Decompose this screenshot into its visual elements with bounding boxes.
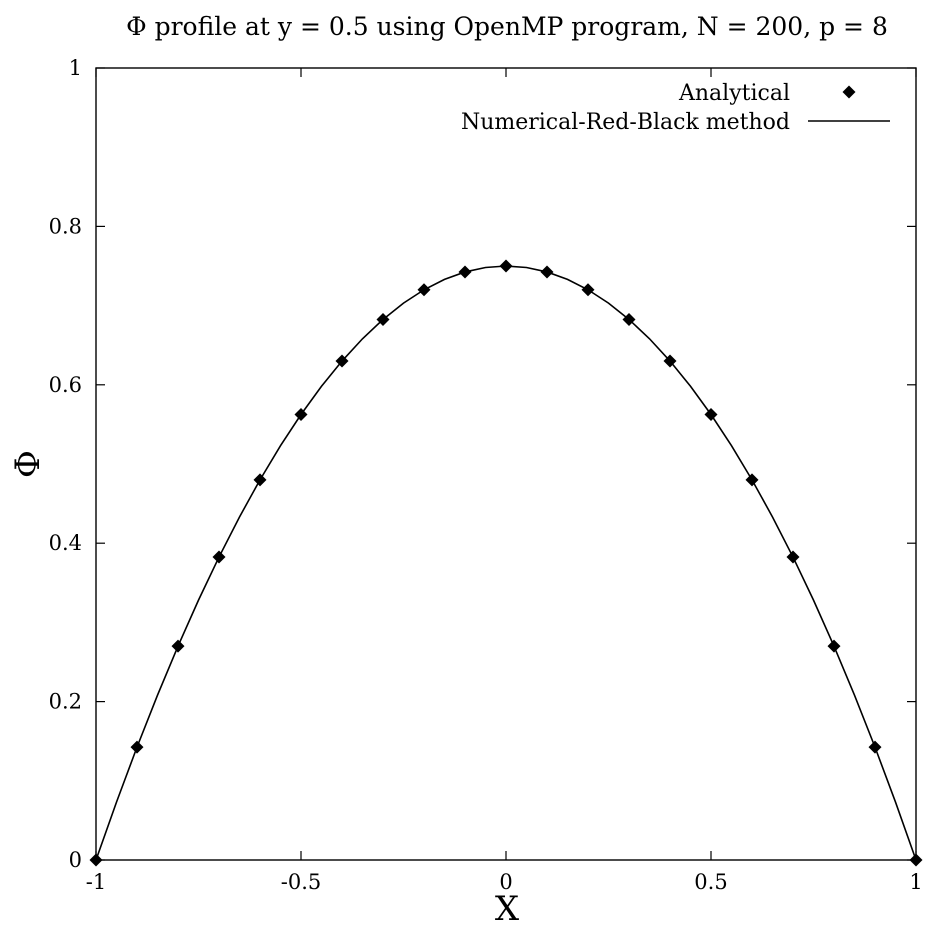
analytical-point [745,473,759,487]
analytical-point [212,550,226,564]
analytical-point [294,408,308,421]
y-tick-label: 1 [69,56,82,80]
y-tick-label: 0 [69,848,82,872]
plot-frame [95,67,917,861]
analytical-point [581,283,595,297]
chart-title: Φ profile at y = 0.5 using OpenMP progra… [126,12,888,41]
x-tick-label: 1 [909,870,922,894]
x-tick-label: 0 [499,870,512,894]
y-tick-label: 0.6 [49,373,82,397]
analytical-point [540,265,554,279]
analytical-point [663,354,677,368]
y-axis: 0 0.2 0.4 0.6 0.8 1 [49,56,916,872]
analytical-point [827,639,841,653]
y-tick-label: 0.8 [49,214,82,238]
analytical-point [704,408,718,421]
analytical-point [909,853,923,867]
analytical-point [376,312,390,326]
analytical-point [417,283,431,297]
legend-label-numerical: Numerical-Red-Black method [461,110,790,135]
analytical-point [253,473,267,487]
x-axis-label: X [495,889,520,929]
legend: Analytical Numerical-Red-Black method [461,81,890,135]
y-axis-label: Φ [8,450,48,478]
analytical-point [171,639,185,653]
analytical-point [622,312,636,326]
analytical-point [130,740,144,754]
analytical-point [868,740,882,754]
x-tick-label: 0.5 [694,870,727,894]
x-axis: -1 -0.5 0 0.5 1 [86,68,923,894]
legend-marker-analytical [842,85,856,99]
analytical-point [786,550,800,564]
analytical-point [335,354,349,368]
x-tick-label: -1 [86,870,106,894]
y-tick-label: 0.4 [49,531,82,555]
analytical-point [499,259,513,273]
analytical-point [89,853,103,867]
analytical-point [458,265,472,279]
series-layer [89,259,923,867]
x-tick-label: -0.5 [281,870,322,894]
y-tick-label: 0.2 [49,690,82,714]
legend-label-analytical: Analytical [678,81,790,106]
